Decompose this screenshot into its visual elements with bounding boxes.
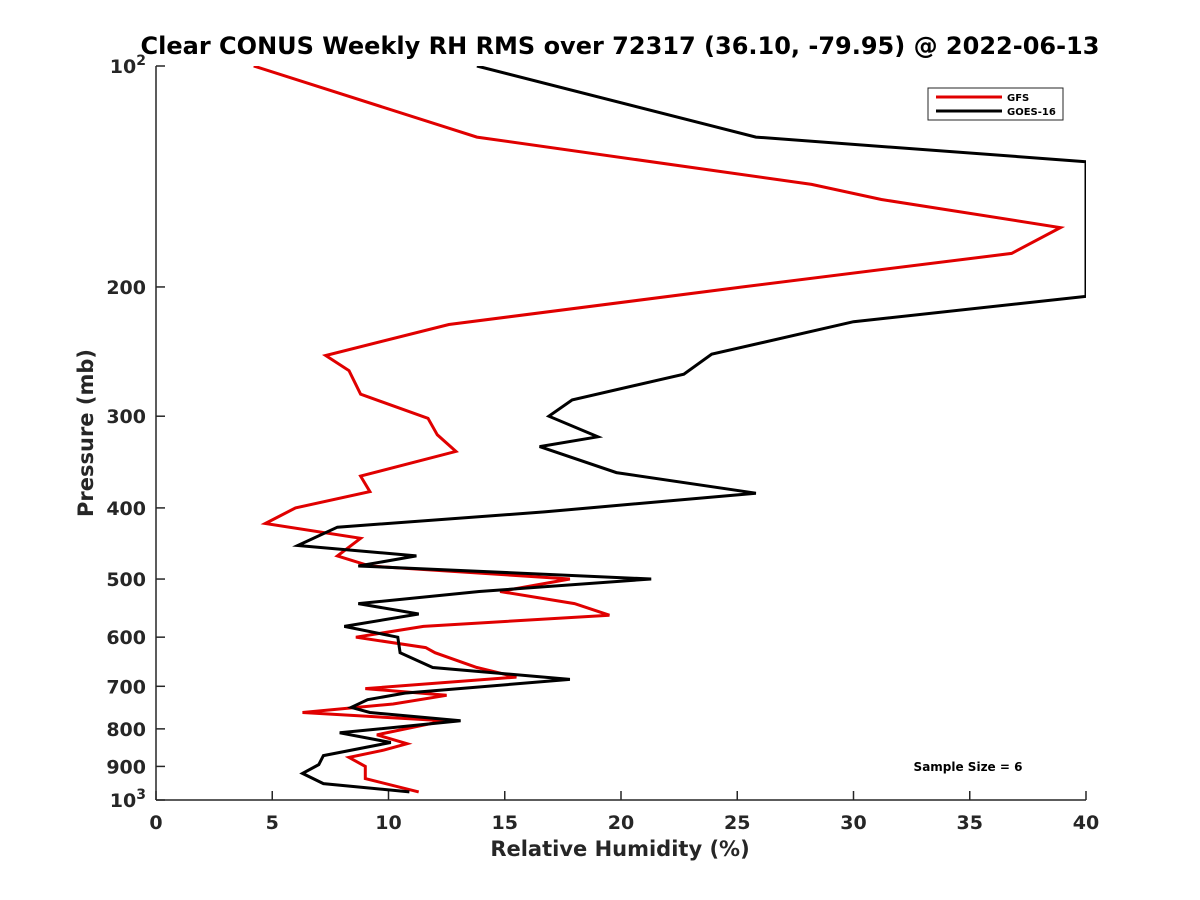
y-tick-label: 102 <box>110 53 146 78</box>
series-lines <box>253 66 1086 794</box>
x-tick-label: 40 <box>1073 812 1099 834</box>
x-axis-label: Relative Humidity (%) <box>490 837 749 861</box>
y-tick-label: 700 <box>106 676 146 698</box>
y-tick-label: 300 <box>106 406 146 428</box>
series-line-gfs <box>253 66 1066 794</box>
x-tick-label: 25 <box>724 812 750 834</box>
x-tick-label: 5 <box>266 812 279 834</box>
legend-label: GFS <box>1007 93 1029 104</box>
series-line-goes-16 <box>292 66 1086 794</box>
sample-size-annotation: Sample Size = 6 <box>914 760 1023 774</box>
chart-title: Clear CONUS Weekly RH RMS over 72317 (36… <box>141 32 1100 60</box>
y-axis-label: Pressure (mb) <box>74 349 98 517</box>
y-tick-label: 400 <box>106 498 146 520</box>
x-ticks: 0 5 10 15 20 25 30 35 40 <box>149 791 1099 834</box>
x-tick-label: 35 <box>957 812 983 834</box>
legend-box <box>927 87 1064 121</box>
y-tick-label: 500 <box>106 569 146 591</box>
plot-area <box>155 66 1086 801</box>
x-tick-label: 20 <box>608 812 634 834</box>
y-tick-label: 103 <box>110 787 146 812</box>
x-tick-label: 10 <box>375 812 401 834</box>
legend-label: GOES-16 <box>1007 107 1056 118</box>
x-tick-label: 30 <box>840 812 866 834</box>
y-tick-label: 800 <box>106 719 146 741</box>
x-tick-label: 0 <box>149 812 162 834</box>
y-tick-label: 600 <box>106 627 146 649</box>
y-tick-label: 200 <box>106 277 146 299</box>
legend: GFS GOES-16 <box>927 87 1064 121</box>
y-ticks: 102 200 300 400 500 600 700 800 900 103 <box>106 53 165 812</box>
y-tick-label: 900 <box>106 756 146 778</box>
x-tick-label: 15 <box>492 812 518 834</box>
